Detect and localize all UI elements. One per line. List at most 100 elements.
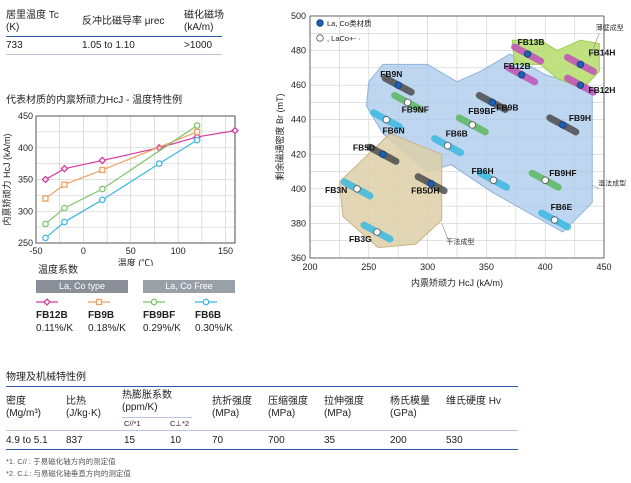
grade-dot [550, 216, 559, 224]
y-tick-label: 250 [18, 238, 33, 248]
plot-frame [309, 15, 605, 259]
grade-label: FB6N [382, 126, 404, 136]
grade-mark-fb6e: FB6E [538, 202, 573, 231]
legend-la-co-free-label: , LaCo+- · [327, 34, 361, 43]
recoil-permeability-value: 1.05 to 1.10 [82, 40, 135, 51]
data-point-fb9bf [42, 220, 49, 228]
grade-dot [353, 185, 361, 193]
thin-wall-region [511, 39, 600, 90]
grade-label: FB5DH [411, 186, 439, 196]
grade-mark-fb9hf: FB9HF [528, 168, 577, 191]
x-tick-label: 300 [420, 262, 435, 272]
props-header: 杨氏模量 [390, 396, 430, 407]
x-tick-label: 100 [171, 246, 186, 256]
grade-label: FB3G [349, 234, 372, 244]
props-header-unit: (MPa) [324, 408, 352, 419]
legend-swatch-fb12b [36, 298, 58, 306]
data-point-fb6b [98, 196, 106, 204]
grade-mark-fb3n: FB3N [325, 178, 374, 200]
wet-process-region [365, 53, 593, 233]
data-point-fb12b [60, 164, 69, 173]
grade-label: FB3N [325, 185, 347, 195]
grade-mark-fb9b: FB9B [475, 91, 518, 113]
data-point-fb6b [61, 218, 68, 226]
grade-mark-fb6h: FB6H [471, 166, 510, 191]
data-point-fb9b [61, 181, 68, 188]
curie-temp-unit: (K) [6, 22, 20, 33]
table-bottom-rule [6, 54, 222, 55]
note-1: *1. C// : 于易磁化轴方向的测定值 [6, 457, 116, 466]
x-tick-label: 250 [361, 262, 376, 272]
props-value: 837 [66, 435, 83, 446]
grade-label: FB9NF [402, 104, 429, 114]
y-tick-label: 350 [18, 175, 33, 185]
grade-label: FB12H [588, 85, 615, 95]
props-value: 200 [390, 435, 407, 446]
grade-mark-fb13b: FB13B [511, 37, 544, 65]
la-co-free-label: La, Co Free [143, 280, 235, 293]
thin-wall-label: 薄壁成型 [596, 23, 624, 32]
grade-label: FB12B [504, 61, 531, 71]
magnetizing-field-value: >1000 [184, 40, 213, 51]
grade-mark-fb12b: FB12B [504, 61, 539, 86]
grade-dot [559, 121, 567, 129]
data-point-fb6b [42, 234, 49, 242]
props-header-unit: (MPa) [268, 408, 296, 419]
legend-marker [95, 298, 103, 306]
legend-swatch-fb9b [88, 298, 110, 306]
props-value: 15 [124, 435, 136, 446]
grade-mark-fb6n: FB6N [369, 109, 405, 136]
wet-process-label: 湿法成型 [598, 178, 626, 187]
grade-label: FB9B [496, 102, 518, 112]
grade-mark-fb5dh: FB5DH [411, 173, 448, 196]
data-point-fb6b [155, 160, 163, 167]
grade-dot [373, 228, 381, 236]
props-value: 70 [212, 435, 224, 446]
dry-process-leader [441, 223, 450, 241]
grade-mark-fb14h: FB14H [563, 47, 615, 75]
plot-frame [35, 115, 236, 244]
grade-mark-fb9bf: FB9BF [455, 106, 496, 136]
grade-dot [489, 176, 498, 184]
props-value: 530 [446, 435, 463, 446]
y-tick-label: 420 [291, 149, 306, 159]
dry-process-region [338, 133, 443, 249]
props-bottom-rule [6, 449, 518, 450]
x-tick-label: 350 [479, 262, 494, 272]
x-axis-label: 内禀矫顽力 HcJ (kA/m) [411, 277, 503, 288]
legend-open-dot [316, 34, 324, 42]
grade-dot [541, 176, 549, 184]
props-value: 700 [268, 435, 285, 446]
dry-process-label: 干法成型 [446, 237, 474, 246]
grade-mark-fb12h: FB12H [563, 74, 615, 96]
y-tick-label: 500 [291, 11, 306, 21]
grade-label: FB9N [380, 69, 402, 79]
y-tick-label: 380 [291, 218, 306, 228]
y-tick-label: 400 [18, 143, 33, 153]
grade-mark-fb9nf: FB9NF [391, 91, 429, 114]
props-value: 4.9 to 5.1 [6, 435, 48, 446]
x-tick-label: 200 [302, 262, 317, 272]
grade-label: FB9HF [549, 168, 576, 178]
y-tick-label: 450 [18, 111, 33, 121]
grade-dot [427, 179, 435, 188]
grade-dot [394, 81, 402, 89]
x-tick-label: 450 [596, 262, 611, 272]
series-line-fb9b [45, 131, 198, 200]
curie-temp-header: 居里温度 Tc [6, 10, 59, 21]
grade-dot [576, 81, 585, 89]
y-tick-label: 440 [291, 115, 306, 125]
grade-mark-fb9h: FB9H [546, 113, 591, 136]
grade-label: FB6E [551, 202, 573, 212]
series-line-fb12b [45, 130, 236, 181]
legend-filled-dot [316, 19, 324, 27]
grade-label: FB9H [569, 113, 591, 123]
br-chart-legend: La, Co类材质 , LaCo+- · [316, 18, 372, 43]
props-header: 拉伸强度 [324, 396, 364, 407]
legend-marker [150, 298, 158, 306]
props-header: 抗折强度 [212, 396, 252, 407]
data-point-fb6b [193, 136, 201, 144]
data-point-fb12b [98, 156, 107, 165]
note-2: *2. C⊥: 与易磁化轴垂直方向的测定值 [6, 469, 131, 478]
thin-wall-leader [589, 33, 600, 58]
